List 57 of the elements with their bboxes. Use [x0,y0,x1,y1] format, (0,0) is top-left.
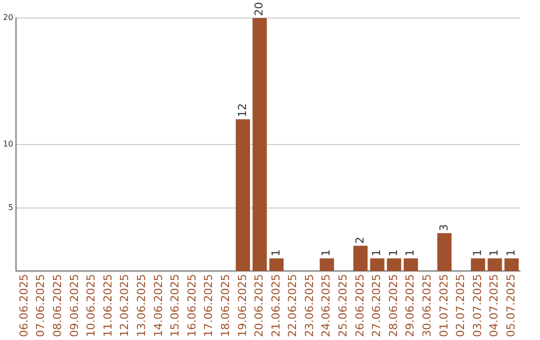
data-label: 12 [236,103,249,118]
x-tick-label: 27.06.2025 [370,274,384,338]
data-label: 1 [488,249,501,256]
data-label: 1 [386,249,400,256]
x-tick-label: 10.06.2025 [84,274,98,338]
x-tick-label: 16.06.2025 [185,274,198,338]
bar [504,258,519,272]
x-tick-label: 18.06.2025 [218,274,232,338]
data-label: 1 [404,249,417,256]
bar [404,258,418,272]
x-tick-label: 26.06.2025 [353,274,366,338]
y-tick-label: 20 [2,13,14,22]
x-tick-label: 03.07.2025 [470,274,484,338]
bar [437,233,452,272]
x-tick-label: 28.06.2025 [386,274,400,338]
x-tick-label: 30.06.2025 [420,274,434,338]
bar [252,18,267,272]
x-tick-label: 11.06.2025 [101,274,114,338]
x-tick-label: 06.06.2025 [17,274,30,338]
x-tick-label: 29.06.2025 [404,274,417,338]
x-tick-label: 04.07.2025 [488,274,501,338]
bar [488,258,502,272]
data-label: 1 [320,249,333,256]
data-label: 3 [437,224,450,232]
data-label: 1 [370,249,384,256]
data-label: 2 [353,236,366,244]
bar [470,258,486,272]
bar [320,258,334,272]
x-tick-label: 17.06.2025 [202,274,216,338]
x-tick-label: 23.06.2025 [302,274,316,338]
x-tick-label: 21.06.2025 [269,274,282,338]
data-label: 1 [504,249,518,256]
x-tick-label: 22.06.2025 [286,274,300,338]
x-tick-label: 01.07.2025 [437,274,450,338]
x-tick-label: 08.06.2025 [51,274,64,338]
data-label: 1 [470,249,484,256]
y-tick-label: 10 [2,140,14,149]
x-tick-label: 14.06.2025 [152,274,165,338]
x-tick-label: 24.06.2025 [320,274,333,338]
y-tick-label: 5 [8,202,14,212]
data-label: 20 [252,2,266,16]
x-tick-label: 15.06.2025 [168,274,182,338]
bar [386,258,402,272]
x-tick-label: 19.06.2025 [236,274,249,338]
bar [353,246,368,272]
x-tick-label: 25.06.2025 [336,274,350,338]
bar [370,258,384,272]
x-tick-label: 09.06.2025 [68,274,81,338]
x-tick-label: 13.06.2025 [134,274,148,338]
x-tick-label: 07.06.2025 [34,274,48,338]
x-tick-label: 20.06.2025 [252,274,266,338]
bar [269,258,284,272]
data-label: 1 [269,249,282,256]
bar [236,119,250,272]
x-tick-label: 02.07.2025 [454,274,468,338]
x-tick-label: 12.06.2025 [118,274,132,338]
x-tick-label: 05.07.2025 [504,274,518,338]
